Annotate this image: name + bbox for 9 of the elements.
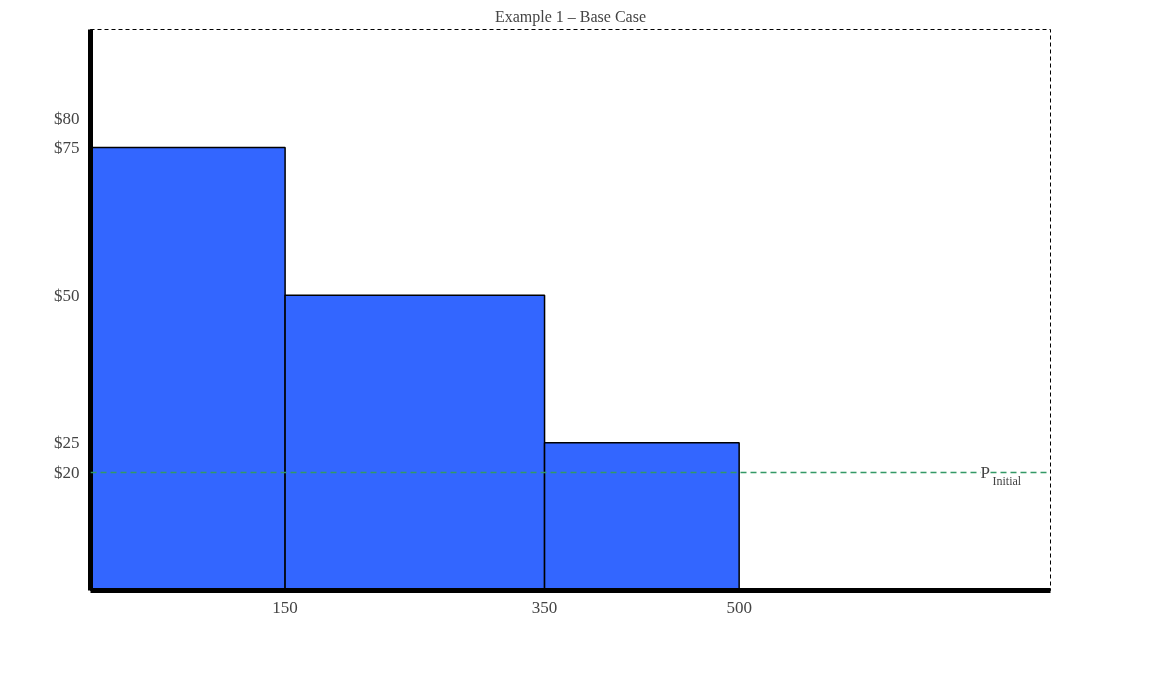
y-tick-label: $50 <box>54 285 80 305</box>
x-tick-label: 500 <box>726 597 752 617</box>
x-tick-label: 150 <box>272 597 298 617</box>
x-tick-label: 350 <box>531 597 558 617</box>
y-tick-label: $75 <box>54 138 80 158</box>
chart-title: Example 1 – Base Case <box>494 7 647 26</box>
y-tick-label: $25 <box>54 433 80 453</box>
y-tick-label: $80 <box>54 108 80 128</box>
y-tick-label: $20 <box>54 462 80 482</box>
